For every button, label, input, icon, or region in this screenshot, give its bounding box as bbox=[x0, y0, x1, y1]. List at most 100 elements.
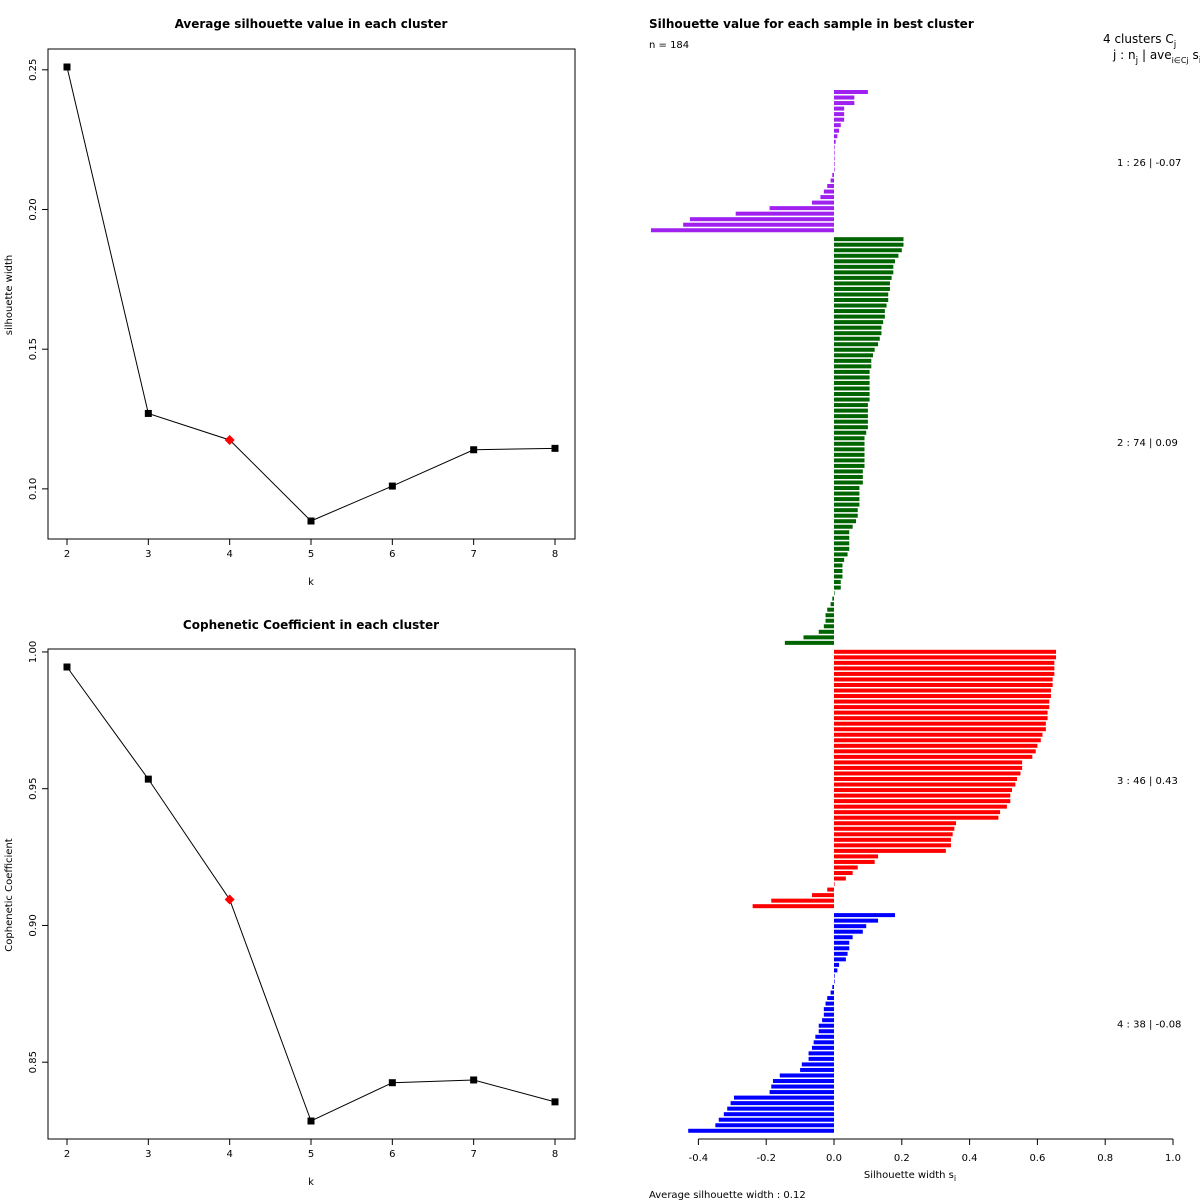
silhouette-bar-cluster-3 bbox=[834, 837, 951, 842]
silhouette-bar-cluster-4 bbox=[815, 1034, 834, 1039]
silhouette-bar-cluster-4 bbox=[834, 918, 879, 923]
silhouette-bar-cluster-3 bbox=[834, 788, 1012, 793]
cophenetic-series-line bbox=[66, 666, 556, 1122]
silhouette-bar-cluster-2 bbox=[834, 309, 885, 314]
silhouette-bar-cluster-1 bbox=[769, 206, 834, 211]
silhouette-bar-cluster-4 bbox=[823, 1007, 834, 1012]
silhouette-bar-cluster-1 bbox=[830, 178, 834, 183]
silhouette-bar-cluster-3 bbox=[834, 649, 1057, 654]
silhouette-bar-cluster-2 bbox=[825, 618, 834, 623]
silhouette-bar-cluster-3 bbox=[834, 776, 1018, 781]
silhouette-bar-cluster-3 bbox=[834, 804, 1007, 809]
cophenetic-point bbox=[388, 1079, 396, 1087]
cluster-legend-label-4: 4 : 38 | -0.08 bbox=[1117, 1020, 1181, 1031]
silhouette-bar-cluster-3 bbox=[834, 848, 946, 853]
silhouette-bar-cluster-2 bbox=[834, 336, 880, 341]
silhouette-bar-xlabel-main: Silhouette width s bbox=[864, 1170, 954, 1181]
silhouette-bar-cluster-2 bbox=[834, 281, 890, 286]
silhouette-bar-cluster-4 bbox=[834, 929, 863, 934]
silhouette-bar-cluster-1 bbox=[834, 134, 838, 139]
silhouette-bar-cluster-2 bbox=[834, 535, 850, 540]
legend-header-1: 4 clusters Cj bbox=[1103, 32, 1176, 50]
silhouette-point-best bbox=[224, 434, 235, 445]
cophenetic-ytick-label: 0.95 bbox=[28, 778, 39, 800]
cophenetic-point bbox=[144, 775, 152, 783]
silhouette-ytick-label: 0.15 bbox=[28, 338, 39, 360]
silhouette-bar-cluster-4 bbox=[769, 1090, 834, 1095]
silhouette-plot-frame bbox=[47, 48, 576, 540]
silhouette-bar-cluster-2 bbox=[834, 486, 860, 491]
silhouette-bar-cluster-2 bbox=[834, 397, 870, 402]
silhouette-point bbox=[307, 517, 315, 525]
legend-header-2b-sub: i∈Cj bbox=[1172, 56, 1189, 65]
silhouette-bar-cluster-3 bbox=[811, 893, 834, 898]
cophenetic-point bbox=[63, 663, 71, 671]
silhouette-bar-xtick-label: 0.4 bbox=[962, 1153, 978, 1164]
silhouette-bar-cluster-1 bbox=[834, 95, 855, 100]
silhouette-ytick-label: 0.10 bbox=[28, 478, 39, 500]
silhouette-bar-cluster-3 bbox=[834, 732, 1043, 737]
cophenetic-line-xlabel: k bbox=[308, 1177, 314, 1188]
silhouette-bar-cluster-3 bbox=[834, 710, 1048, 715]
silhouette-bar-xtick-label: 0.2 bbox=[894, 1153, 910, 1164]
silhouette-bar-cluster-1 bbox=[820, 195, 834, 200]
silhouette-point bbox=[470, 446, 478, 454]
silhouette-bar-cluster-1 bbox=[834, 106, 845, 111]
silhouette-bar-cluster-1 bbox=[811, 200, 834, 205]
silhouette-bar-cluster-4 bbox=[771, 1084, 834, 1089]
cophenetic-xtick-label: 3 bbox=[145, 1149, 151, 1160]
silhouette-bar-cluster-3 bbox=[834, 721, 1046, 726]
silhouette-bar-xtick-label: 0.6 bbox=[1029, 1153, 1045, 1164]
silhouette-bar-cluster-2 bbox=[834, 425, 868, 430]
silhouette-bar-cluster-1 bbox=[834, 161, 835, 166]
silhouette-bar-cluster-4 bbox=[825, 1001, 834, 1006]
legend-header-1-sub: j bbox=[1173, 40, 1177, 50]
silhouette-bar-cluster-3 bbox=[834, 793, 1011, 798]
silhouette-bar-cluster-4 bbox=[830, 990, 834, 995]
silhouette-point bbox=[551, 444, 559, 452]
silhouette-bar-cluster-2 bbox=[834, 237, 904, 242]
silhouette-bar-cluster-1 bbox=[834, 145, 835, 150]
silhouette-bar-cluster-4 bbox=[733, 1095, 834, 1100]
legend-header-2c-sub: i bbox=[1199, 56, 1200, 66]
silhouette-bar-xtick-label: -0.4 bbox=[689, 1153, 709, 1164]
silhouette-bar-cluster-2 bbox=[834, 591, 835, 596]
silhouette-bar-cluster-3 bbox=[834, 749, 1036, 754]
cophenetic-xtick-label: 4 bbox=[226, 1149, 232, 1160]
silhouette-xtick-label: 6 bbox=[389, 549, 395, 560]
silhouette-bar-cluster-4 bbox=[727, 1106, 834, 1111]
silhouette-bar-cluster-2 bbox=[834, 392, 870, 397]
silhouette-line-title: Average silhouette value in each cluster bbox=[175, 17, 448, 31]
silhouette-line-ylabel: silhouette width bbox=[4, 255, 15, 335]
silhouette-bar-cluster-3 bbox=[834, 677, 1053, 682]
silhouette-bar-cluster-2 bbox=[834, 574, 843, 579]
silhouette-bar-cluster-2 bbox=[834, 419, 868, 424]
silhouette-bar-cluster-4 bbox=[808, 1051, 834, 1056]
cluster-legend-label-1: 1 : 26 | -0.07 bbox=[1117, 158, 1181, 169]
silhouette-bar-cluster-2 bbox=[834, 303, 887, 308]
silhouette-bar-cluster-2 bbox=[825, 613, 834, 618]
silhouette-bar-cluster-3 bbox=[834, 705, 1050, 710]
silhouette-bar-cluster-3 bbox=[834, 727, 1046, 732]
silhouette-bar-cluster-2 bbox=[834, 369, 870, 374]
silhouette-bar-cluster-2 bbox=[834, 353, 873, 358]
silhouette-bar-cluster-2 bbox=[834, 248, 902, 253]
silhouette-bar-cluster-4 bbox=[834, 968, 838, 973]
silhouette-point bbox=[388, 482, 396, 490]
silhouette-bar-cluster-2 bbox=[834, 458, 865, 463]
silhouette-bar-cluster-4 bbox=[834, 924, 867, 929]
silhouette-bar-cluster-3 bbox=[834, 660, 1055, 665]
silhouette-bar-cluster-2 bbox=[834, 436, 865, 441]
silhouette-bar-cluster-2 bbox=[834, 563, 843, 568]
silhouette-bar-cluster-2 bbox=[834, 320, 884, 325]
silhouette-bar-cluster-1 bbox=[650, 228, 834, 233]
silhouette-line-xlabel: k bbox=[308, 577, 314, 588]
silhouette-bar-cluster-1 bbox=[834, 128, 840, 133]
cophenetic-xtick-label: 8 bbox=[552, 1149, 558, 1160]
silhouette-xtick-label: 3 bbox=[145, 549, 151, 560]
silhouette-bar-cluster-2 bbox=[834, 270, 894, 275]
silhouette-bar-cluster-4 bbox=[808, 1056, 834, 1061]
silhouette-bar-cluster-2 bbox=[834, 375, 870, 380]
silhouette-bar-cluster-1 bbox=[834, 139, 836, 144]
